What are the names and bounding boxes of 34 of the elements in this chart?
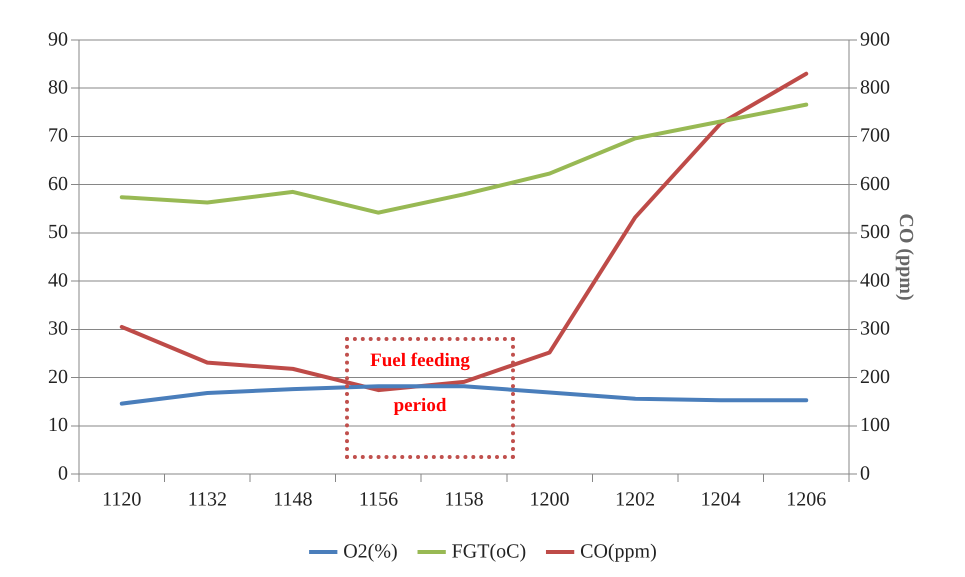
- x-tick-label: 1204: [700, 488, 741, 510]
- text: Fuel feeding period: [370, 350, 470, 416]
- y-tick-label: 80: [48, 76, 68, 98]
- y-tick-label: 10: [48, 414, 68, 436]
- y2-tick-label: 800: [860, 76, 890, 98]
- y-tick-label: 70: [48, 124, 68, 147]
- y2-tick-label: 100: [860, 414, 890, 436]
- y2-tick-label: 700: [860, 124, 890, 147]
- y-tick-label: 30: [48, 318, 68, 340]
- y-tick-label: 90: [48, 28, 68, 50]
- x-tick-label: 1156: [358, 488, 398, 510]
- x-tick-label: 1158: [444, 488, 484, 510]
- x-tick-label: 1200: [530, 488, 570, 510]
- y2-tick-label: 300: [860, 318, 890, 340]
- x-tick-label: 1120: [102, 488, 142, 510]
- y2-tick-label: 400: [860, 269, 890, 292]
- x-tick-label: 1206: [786, 488, 826, 510]
- y2-tick-label: 500: [860, 221, 890, 244]
- y2-tick-label: 600: [860, 172, 890, 195]
- legend-label: CO(ppm): [580, 540, 657, 562]
- legend-label: O2(%): [343, 540, 398, 562]
- y2-axis-title: CO (ppm): [894, 213, 917, 301]
- y2-tick-label: 0: [860, 462, 870, 484]
- x-tick-label: 1132: [188, 488, 227, 510]
- x-tick-label: 1148: [273, 488, 313, 510]
- y2-tick-label: 900: [860, 28, 890, 50]
- y-tick-label: 50: [48, 221, 68, 244]
- y-tick-label: 60: [48, 172, 68, 195]
- y-tick-label: 20: [48, 366, 68, 388]
- legend-label: FGT(oC): [452, 540, 526, 562]
- y-tick-label: 0: [58, 462, 68, 484]
- y-tick-label: 40: [48, 269, 68, 292]
- x-tick-label: 1202: [615, 488, 656, 510]
- y2-tick-label: 200: [860, 366, 890, 388]
